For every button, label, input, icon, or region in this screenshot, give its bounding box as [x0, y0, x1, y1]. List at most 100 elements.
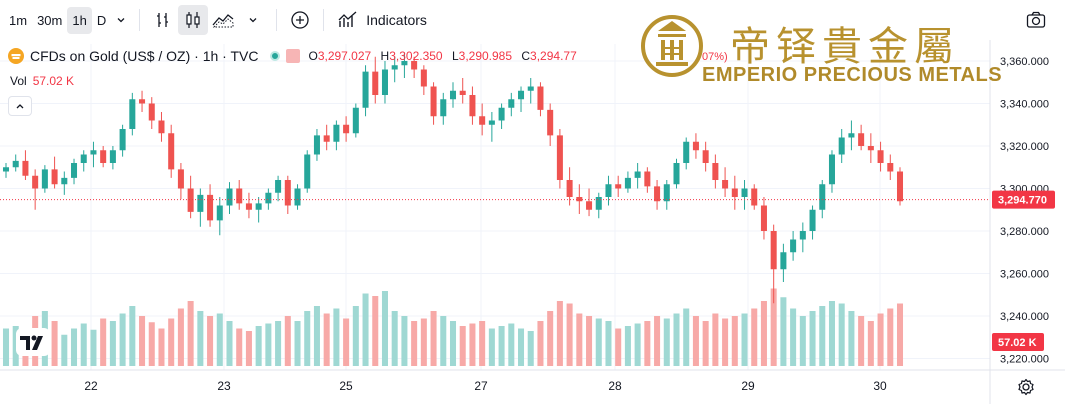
high-value: 3,302.350 — [389, 49, 443, 63]
candle-body — [663, 184, 670, 202]
volume-bar — [634, 323, 641, 366]
volume-bar — [51, 321, 58, 366]
candle-body — [372, 71, 379, 95]
gear-icon[interactable] — [1017, 378, 1035, 396]
candle-body — [90, 150, 97, 155]
candles-chart-button[interactable] — [178, 5, 209, 35]
volume-bar — [459, 326, 466, 366]
candle-body — [109, 150, 116, 163]
timeframe-1m[interactable]: 1m — [9, 12, 28, 28]
gold-symbol-icon — [8, 48, 24, 64]
collapse-legend-button[interactable] — [8, 96, 32, 116]
candle-body — [449, 90, 457, 100]
volume-bar — [566, 303, 573, 366]
candle-body — [304, 154, 311, 189]
volume-bar — [352, 306, 359, 366]
volume-bar — [780, 297, 787, 366]
bars-icon — [157, 13, 169, 27]
close-label: C — [521, 49, 531, 63]
volume-bar — [275, 321, 282, 366]
candle-body — [615, 184, 622, 189]
volume-bar — [479, 321, 486, 366]
candle-body — [61, 177, 68, 185]
tradingview-logo[interactable] — [16, 328, 50, 356]
volume-bar — [644, 321, 651, 366]
volume-bar — [100, 318, 107, 366]
high-label: H — [380, 49, 390, 63]
volume-bar — [605, 321, 612, 366]
candle-body — [12, 160, 19, 168]
candle-body — [119, 129, 126, 151]
volume-bar — [556, 301, 563, 366]
volume-bar — [731, 316, 738, 366]
candle-body — [187, 188, 194, 212]
candle-body — [498, 107, 505, 121]
volume-bar — [381, 291, 388, 366]
volume-bar — [760, 301, 767, 366]
volume-bar — [663, 318, 670, 366]
timeframe-d[interactable]: D — [96, 12, 107, 28]
volume-bar — [819, 306, 826, 366]
volume-bar — [90, 329, 97, 366]
brand-logo-icon — [641, 15, 703, 77]
candle-body — [80, 154, 87, 163]
candle-body — [51, 169, 58, 185]
volume-bar — [401, 316, 408, 366]
candle-body — [537, 86, 544, 110]
low-label: L — [451, 49, 459, 63]
timeframe-30m[interactable]: 30m — [37, 12, 63, 28]
candle-body — [595, 197, 602, 210]
volume-bar — [177, 308, 184, 366]
chart-type-dropdown[interactable] — [238, 5, 268, 35]
candle-body — [741, 188, 748, 197]
compare-button[interactable] — [285, 5, 315, 35]
candle-body — [294, 188, 301, 206]
symbol-legend: CFDs on Gold (US$ / OZ) · 1h · TVC O3,29… — [8, 48, 583, 64]
candle-body — [712, 163, 719, 180]
indicators-button[interactable]: Indicators — [332, 7, 433, 33]
candle-body — [459, 90, 466, 95]
volume-bar — [216, 313, 223, 366]
volume-bar — [333, 308, 340, 366]
candle-body — [867, 146, 874, 151]
candle-body — [197, 194, 204, 212]
volume-bar — [770, 288, 777, 366]
volume-bar — [673, 313, 680, 366]
candle-body — [22, 160, 29, 176]
candle-body — [488, 120, 495, 125]
market-status-dot[interactable] — [270, 51, 281, 61]
volume-bar — [109, 321, 116, 366]
candle-body — [624, 177, 631, 189]
area-chart-button[interactable] — [208, 5, 238, 35]
candle-body — [352, 107, 359, 134]
candle-body — [313, 135, 320, 155]
candle-body — [654, 186, 661, 202]
bars-chart-button[interactable] — [148, 5, 178, 35]
candle-body — [731, 188, 738, 197]
volume-bar — [683, 308, 690, 366]
candle-body — [683, 141, 690, 163]
volume-bar — [576, 313, 583, 366]
volume-bar — [148, 322, 155, 366]
volume-bar — [722, 318, 729, 366]
candle-body — [566, 180, 573, 197]
toolbar-divider — [323, 9, 325, 31]
volume-bar — [362, 293, 369, 366]
flag-icon[interactable] — [286, 49, 301, 63]
timeframe-dropdown[interactable] — [111, 7, 131, 34]
x-tick-label: 28 — [608, 379, 622, 393]
timeframe-1h[interactable]: 1h — [67, 6, 92, 34]
candle-body — [722, 180, 729, 189]
candle-body — [479, 116, 486, 125]
candles-icon — [186, 12, 200, 28]
candle-body — [343, 124, 350, 134]
volume-bar — [129, 306, 136, 366]
candle-body — [139, 99, 146, 104]
volume-bar — [187, 301, 194, 366]
symbol-name[interactable]: CFDs on Gold (US$ / OZ) · 1h · TVC — [30, 48, 259, 64]
volume-tag-label: 57.02 K — [998, 337, 1037, 349]
snapshot-button[interactable] — [1023, 8, 1049, 32]
candle-body — [381, 69, 388, 95]
candle-body — [168, 133, 175, 170]
